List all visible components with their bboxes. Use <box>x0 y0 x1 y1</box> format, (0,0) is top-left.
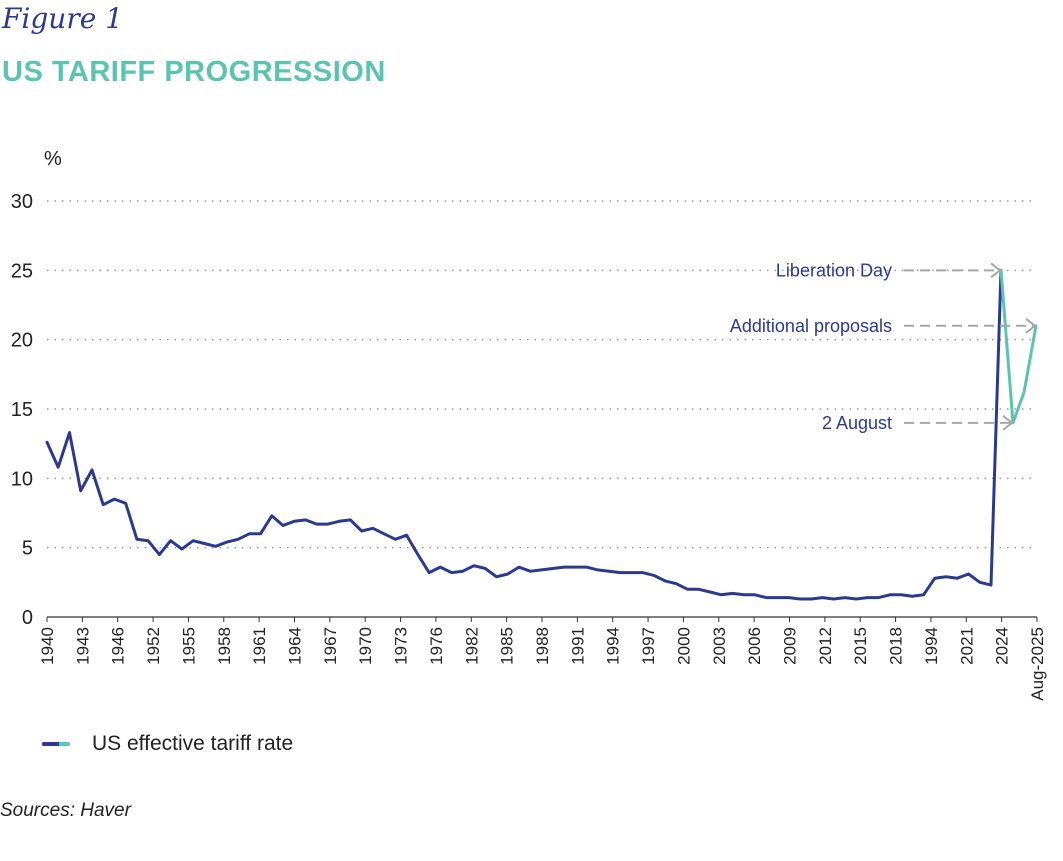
x-tick-label: 1973 <box>392 627 411 665</box>
x-tick-label: 2000 <box>674 627 693 665</box>
x-tick-label: 1988 <box>533 627 552 665</box>
annotations: Liberation Day Additional proposals 2 Augu… <box>730 260 1037 433</box>
x-tick-label: 1946 <box>109 627 128 665</box>
x-tick-label: 1940 <box>38 627 57 665</box>
x-tick-label: 2009 <box>781 627 800 665</box>
x-tick-label: 2021 <box>957 627 976 665</box>
y-tick-label: 0 <box>22 607 33 629</box>
x-tick-label: 1961 <box>250 627 269 665</box>
y-tick-label: 30 <box>11 191 33 213</box>
figure-label: Figure 1 <box>2 2 124 35</box>
x-tick-label: 2024 <box>993 627 1012 665</box>
y-tick-label: 20 <box>11 330 33 352</box>
x-tick-label: 2018 <box>887 627 906 665</box>
x-tick-label: Aug-2025 <box>1028 627 1047 701</box>
annotation-arrowhead <box>1002 415 1014 431</box>
y-axis-ticks: 0 5 10 15 20 25 30 <box>11 191 33 629</box>
annotation-arrowhead <box>1025 318 1037 334</box>
x-tick-label: 1943 <box>73 627 92 665</box>
x-tick-label: 2015 <box>851 627 870 665</box>
y-tick-label: 25 <box>11 260 33 282</box>
legend-label: US effective tariff rate <box>92 732 294 755</box>
x-tick-label: 2006 <box>745 627 764 665</box>
y-tick-label: 15 <box>11 399 33 421</box>
y-tick-label: 5 <box>22 538 33 560</box>
series-line-historical <box>45 268 1003 601</box>
series-lines <box>45 268 1038 601</box>
x-tick-label: 1982 <box>462 627 481 665</box>
x-tick-label: 1976 <box>427 627 446 665</box>
x-tick-label: 1994 <box>604 627 623 665</box>
figure-title: US TARIFF PROGRESSION <box>2 56 386 88</box>
x-tick-label: 2012 <box>816 627 835 665</box>
y-axis-unit-label: % <box>44 148 62 170</box>
legend-swatch <box>42 742 70 746</box>
x-tick-label: 1967 <box>321 627 340 665</box>
annotation-arrowhead <box>990 262 1002 279</box>
annotation-label: Liberation Day <box>776 260 892 280</box>
annotation-label: Additional proposals <box>730 316 892 336</box>
x-axis-ticks: 1940 1943 1946 1952 1955 1958 1961 1964 1967 1970… <box>38 617 1047 701</box>
x-tick-label: 1970 <box>356 627 375 665</box>
annotation-label: 2 August <box>822 413 892 433</box>
series-line-2025 <box>999 268 1038 425</box>
gridlines <box>47 200 1037 618</box>
x-tick-label: 1952 <box>144 627 163 665</box>
legend: US effective tariff rate <box>42 732 293 756</box>
source-note: Sources: Haver <box>0 800 131 821</box>
y-tick-label: 10 <box>11 468 33 490</box>
x-tick-label: 2003 <box>710 627 729 665</box>
x-tick-label: 1997 <box>639 627 658 665</box>
x-tick-label: 1994 <box>922 627 941 665</box>
x-tick-label: 1955 <box>179 627 198 665</box>
x-tick-label: 1958 <box>215 627 234 665</box>
x-tick-label: 1985 <box>498 627 517 665</box>
x-tick-label: 1964 <box>286 627 305 665</box>
x-tick-label: 1991 <box>568 627 587 665</box>
